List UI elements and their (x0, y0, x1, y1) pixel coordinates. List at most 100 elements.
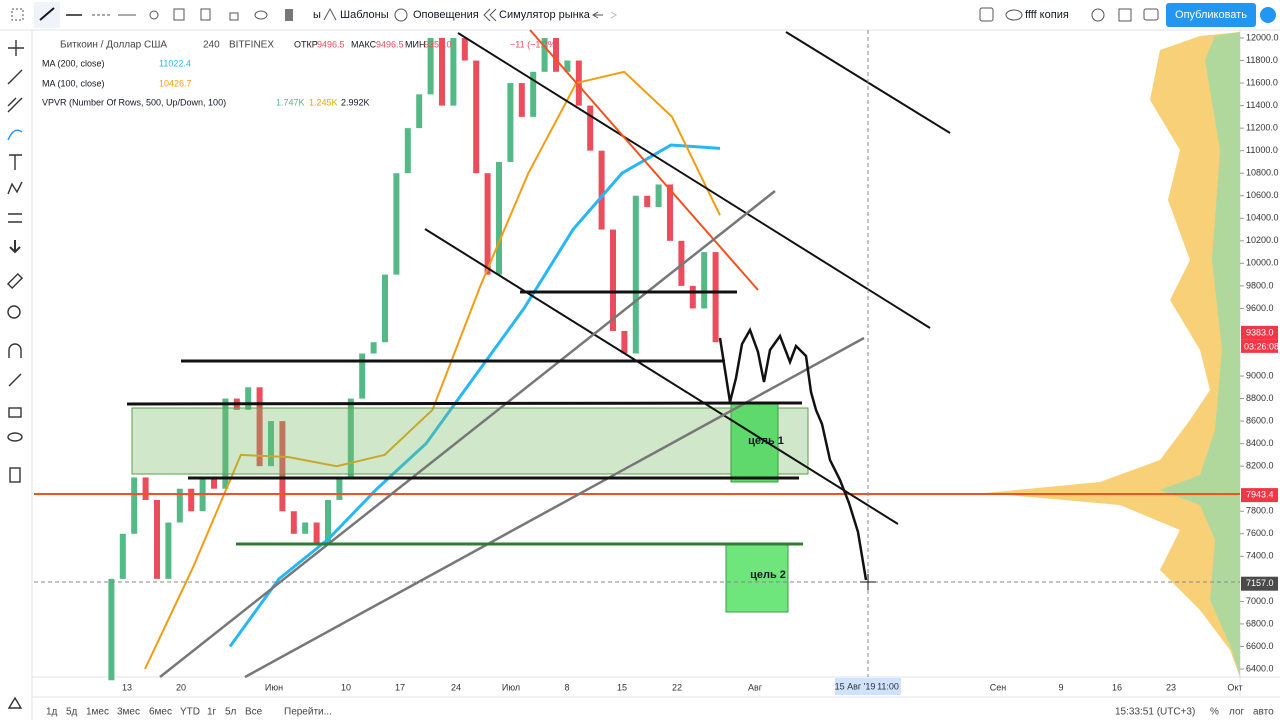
range-button[interactable]: 5д (66, 707, 78, 718)
candle (211, 477, 217, 489)
range-button[interactable]: YTD (180, 707, 200, 718)
range-button[interactable]: Все (245, 707, 263, 718)
crosshair-tool[interactable] (8, 40, 24, 56)
pattern-tool[interactable] (7, 181, 23, 195)
fill-icon[interactable] (173, 8, 185, 21)
price-label: 7157.0 (1246, 578, 1274, 588)
auto-toggle[interactable]: авто (1253, 707, 1274, 718)
top-toolbar (0, 0, 1280, 30)
alerts-icon (394, 8, 408, 22)
x-tick-label: Авг (748, 682, 763, 692)
checkbox[interactable] (979, 7, 994, 22)
prediction-tool[interactable] (8, 213, 22, 223)
indicator-value: 1.747K (276, 97, 305, 107)
alerts-button[interactable]: Оповещения (413, 9, 479, 21)
x-tick-label: 15 (617, 682, 627, 692)
y-tick-label: 8800.0 (1246, 393, 1274, 403)
remove-all[interactable] (9, 467, 21, 483)
zone-rectangle (131, 407, 809, 475)
brush-tool[interactable] (7, 129, 23, 141)
candle (268, 421, 274, 467)
magnet-tool[interactable] (8, 343, 22, 358)
candle (701, 252, 708, 309)
candle (382, 274, 388, 343)
lock-all[interactable] (8, 407, 22, 418)
candle (359, 353, 366, 399)
zoom-tool[interactable] (7, 305, 21, 319)
y-tick-label: 10600.0 (1246, 190, 1279, 200)
chart-settings[interactable] (1091, 8, 1105, 22)
object-tree[interactable] (7, 696, 23, 709)
range-button[interactable]: 1д (46, 707, 58, 718)
volume-profile (985, 32, 1240, 677)
ma100-line (144, 70, 721, 670)
trendline-tool[interactable] (7, 69, 23, 85)
candle (461, 38, 468, 61)
replay-icon (483, 8, 497, 22)
ruler-tool[interactable] (6, 272, 24, 290)
publish-button-bg[interactable] (1166, 3, 1256, 27)
snapshot[interactable] (1143, 8, 1159, 21)
percent-toggle[interactable]: % (1210, 707, 1219, 718)
publish-button[interactable]: Опубликовать (1175, 9, 1247, 21)
range-button[interactable]: 3мес (117, 707, 140, 718)
crosshair-date-bg (835, 678, 901, 695)
y-tick-label: 10200.0 (1246, 235, 1279, 245)
candle (404, 128, 411, 174)
y-tick-label: 11600.0 (1246, 77, 1278, 87)
y-tick-label: 6600.0 (1246, 641, 1274, 651)
legend-interval: 240 (203, 40, 220, 51)
candle (347, 398, 354, 478)
legend-low: 9355.0 (424, 39, 452, 49)
y-tick-label: 11800.0 (1246, 55, 1278, 65)
fullscreen[interactable] (1118, 8, 1132, 22)
candle (678, 240, 685, 286)
settings-icon[interactable] (149, 10, 159, 20)
icons-tool[interactable] (9, 240, 21, 254)
indicator-name[interactable]: MA (100, close) (42, 78, 105, 88)
legend-open: 9496.5 (317, 39, 345, 49)
layout-name[interactable]: ffff копия (1025, 9, 1069, 21)
indicator-name[interactable]: VPVR (Number Of Rows, 500, Up/Down, 100) (42, 97, 226, 107)
plot-area (108, 38, 721, 681)
lock-icon[interactable] (229, 12, 239, 21)
templates-button[interactable]: Шаблоны (340, 9, 389, 21)
range-button[interactable]: 5л (225, 707, 237, 718)
delete-icon[interactable] (285, 9, 293, 21)
lock-drawing[interactable] (8, 373, 22, 387)
text-tool[interactable] (9, 154, 22, 170)
trend-line (244, 336, 865, 679)
copy-icon[interactable] (200, 8, 211, 21)
indicator-name[interactable]: MA (200, close) (42, 58, 105, 68)
candle (689, 285, 696, 309)
visibility-icon[interactable] (254, 10, 268, 20)
candle (655, 184, 662, 208)
range-button[interactable]: 1мес (86, 707, 109, 718)
replay-button[interactable]: Симулятор рынка (499, 9, 591, 21)
replay-play[interactable] (1260, 7, 1276, 23)
redo-button[interactable] (610, 11, 617, 19)
candle (553, 38, 559, 72)
hide-all[interactable] (7, 432, 23, 442)
log-toggle[interactable]: лог (1229, 707, 1245, 718)
candle (108, 578, 115, 681)
legend-exchange: BITFINEX (229, 40, 274, 51)
pen-icon[interactable] (39, 7, 55, 21)
drawing-toolbar (11, 2, 293, 28)
legend-open-label: ОТКР (294, 39, 318, 49)
goto-button[interactable]: Перейти... (284, 707, 332, 718)
undo-button[interactable] (592, 11, 603, 19)
countdown-bg (1241, 339, 1278, 353)
range-button[interactable]: 1г (207, 707, 217, 718)
indicator-value: 10426.7 (159, 78, 192, 88)
y-tick-label: 7000.0 (1246, 596, 1274, 606)
legend-symbol[interactable]: Биткоин / Доллар США (60, 40, 167, 51)
projected-path (718, 327, 868, 581)
candle (564, 60, 571, 72)
fib-tool[interactable] (7, 97, 23, 113)
legend-change: −11 (−1.2%) (510, 39, 559, 49)
select-icon[interactable] (11, 8, 24, 21)
range-button[interactable]: 6мес (149, 707, 172, 718)
